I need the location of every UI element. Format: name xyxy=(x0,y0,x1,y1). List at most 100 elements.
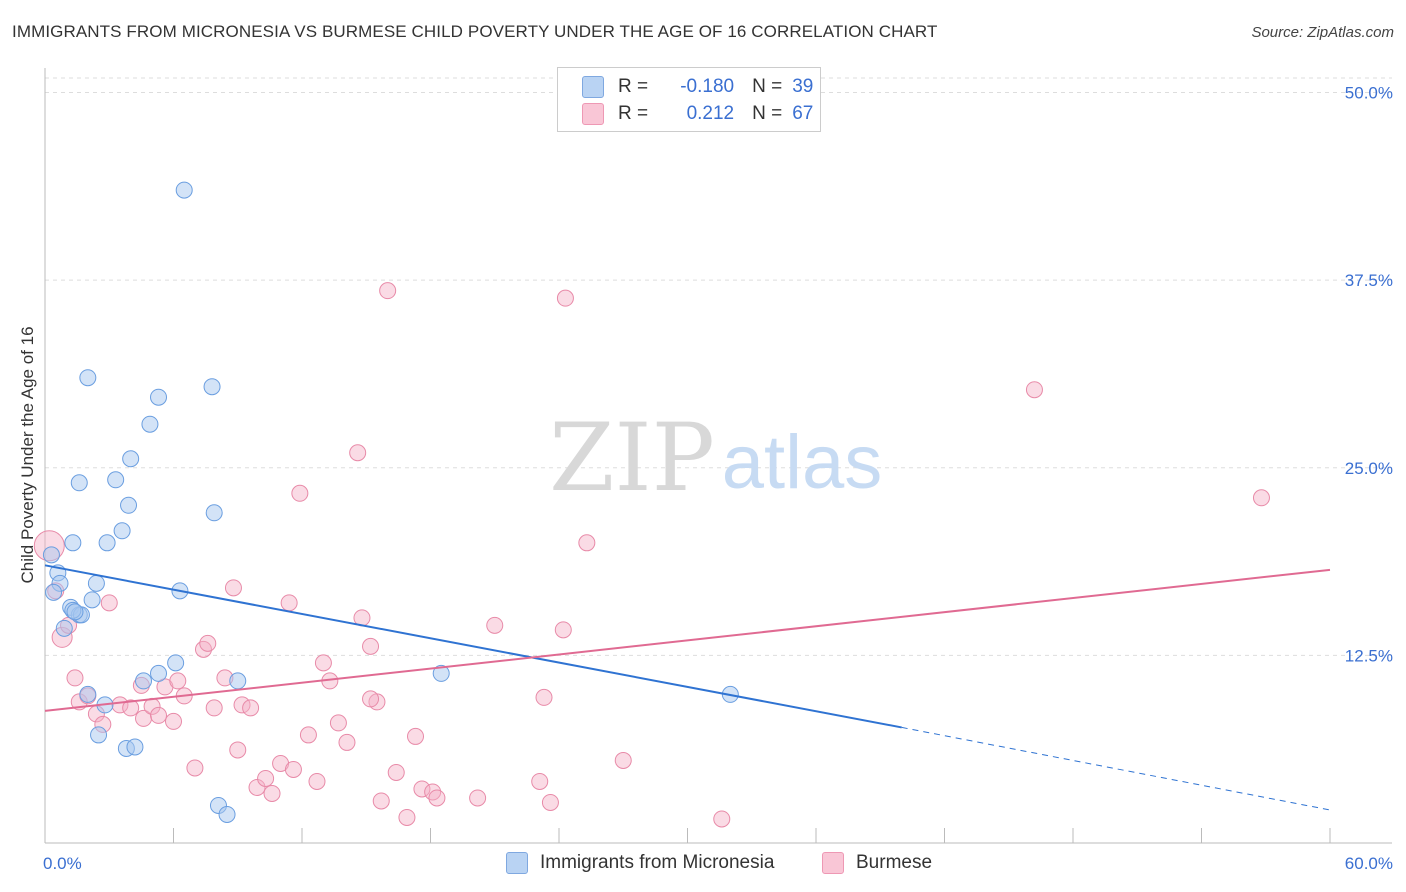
legend-row-micronesia: R = -0.180 N = 39 xyxy=(582,74,813,100)
legend-n-value-burmese: 67 xyxy=(792,103,814,124)
watermark-zip: ZIP xyxy=(549,404,715,513)
data-point-burmese xyxy=(284,760,302,778)
micronesia-points xyxy=(42,181,739,823)
data-point-burmese xyxy=(66,669,84,687)
source-credit: Source: ZipAtlas.com xyxy=(1251,24,1394,41)
data-point-burmese xyxy=(248,778,266,796)
data-point-burmese xyxy=(469,789,487,807)
data-point-micronesia xyxy=(79,369,97,387)
legend-item-micronesia[interactable]: Immigrants from Micronesia xyxy=(506,852,774,874)
data-point-burmese xyxy=(1252,489,1270,507)
y-tick-label: 50.0% xyxy=(1345,84,1393,103)
trend-line-micronesia-extrapolated xyxy=(901,726,1331,811)
correlation-legend: R = -0.180 N = 39 R = 0.212 N = 67 xyxy=(557,67,821,132)
legend-r-value-burmese: 0.212 xyxy=(686,103,735,124)
data-point-micronesia xyxy=(141,415,159,433)
data-point-burmese xyxy=(308,772,326,790)
data-point-micronesia xyxy=(79,685,97,703)
data-point-micronesia xyxy=(126,738,144,756)
data-point-burmese xyxy=(314,654,332,672)
data-point-burmese xyxy=(122,699,140,717)
data-point-micronesia xyxy=(64,534,82,552)
data-point-micronesia xyxy=(135,672,153,690)
data-point-burmese xyxy=(413,780,431,798)
legend-n-label: N = xyxy=(752,76,783,97)
legend-item-burmese[interactable]: Burmese xyxy=(822,852,932,874)
trend-lines xyxy=(44,564,1331,811)
data-point-burmese xyxy=(398,808,416,826)
data-point-micronesia xyxy=(70,474,88,492)
data-point-micronesia xyxy=(120,496,138,514)
data-point-burmese xyxy=(387,763,405,781)
trend-line-burmese xyxy=(44,568,1331,712)
legend-r-label: R = xyxy=(618,103,649,124)
data-point-burmese xyxy=(199,634,217,652)
x-tick-label: 0.0% xyxy=(43,854,82,873)
watermark-atlas: atlas xyxy=(722,420,883,505)
y-axis-label: Child Poverty Under the Age of 16 xyxy=(18,326,37,583)
legend-swatch-burmese xyxy=(582,103,604,125)
data-point-burmese xyxy=(713,810,731,828)
data-point-burmese xyxy=(291,484,309,502)
legend-r-label: R = xyxy=(618,76,649,97)
chart-title: IMMIGRANTS FROM MICRONESIA VS BURMESE CH… xyxy=(12,22,938,41)
data-point-burmese xyxy=(280,594,298,612)
data-point-micronesia xyxy=(45,583,63,601)
legend-n-label: N = xyxy=(752,103,783,124)
trend-line-micronesia xyxy=(44,564,902,729)
data-point-burmese xyxy=(556,289,574,307)
data-point-micronesia xyxy=(218,805,236,823)
data-point-burmese xyxy=(299,726,317,744)
data-point-micronesia xyxy=(432,664,450,682)
legend-swatch-burmese xyxy=(822,852,844,874)
data-point-micronesia xyxy=(150,388,168,406)
data-point-burmese xyxy=(169,672,187,690)
data-point-micronesia xyxy=(98,534,116,552)
burmese-points xyxy=(33,282,1270,828)
data-point-burmese xyxy=(407,727,425,745)
data-point-burmese xyxy=(100,594,118,612)
data-point-burmese xyxy=(338,733,356,751)
axes xyxy=(44,68,1392,844)
data-point-burmese xyxy=(424,783,442,801)
data-point-burmese xyxy=(531,772,549,790)
data-point-burmese xyxy=(349,444,367,462)
data-point-burmese xyxy=(614,751,632,769)
grid-lines xyxy=(45,77,1392,656)
data-point-burmese xyxy=(186,759,204,777)
series-legend: Immigrants from Micronesia Burmese xyxy=(0,852,1406,878)
data-point-burmese xyxy=(257,769,275,787)
data-point-micronesia xyxy=(175,181,193,199)
data-point-micronesia xyxy=(90,726,108,744)
legend-r-value-micronesia: -0.180 xyxy=(680,76,735,97)
y-tick-label: 37.5% xyxy=(1345,271,1393,290)
data-point-micronesia xyxy=(203,378,221,396)
data-point-micronesia xyxy=(167,654,185,672)
data-point-micronesia xyxy=(122,450,140,468)
legend-swatch-micronesia xyxy=(582,76,604,98)
tick-labels: 12.5% 25.0% 37.5% 50.0% 0.0% 60.0% xyxy=(43,84,1393,873)
data-point-burmese xyxy=(578,534,596,552)
data-point-burmese xyxy=(224,579,242,597)
data-point-burmese xyxy=(362,637,380,655)
data-point-micronesia xyxy=(42,546,60,564)
data-point-micronesia xyxy=(66,603,84,621)
data-point-burmese xyxy=(242,699,260,717)
data-point-burmese xyxy=(428,789,446,807)
y-tick-label: 12.5% xyxy=(1345,646,1393,665)
data-point-burmese xyxy=(535,688,553,706)
legend-label-burmese: Burmese xyxy=(856,852,933,873)
legend-n-value-micronesia: 39 xyxy=(792,76,814,97)
y-tick-label: 25.0% xyxy=(1345,459,1393,478)
data-point-micronesia xyxy=(87,574,105,592)
data-point-burmese xyxy=(1025,381,1043,399)
x-tick-label: 60.0% xyxy=(1345,854,1393,873)
data-point-micronesia xyxy=(150,664,168,682)
data-point-micronesia xyxy=(229,672,247,690)
data-point-burmese xyxy=(165,712,182,730)
data-point-burmese xyxy=(541,793,559,811)
data-point-burmese xyxy=(263,784,281,802)
legend-row-burmese: R = 0.212 N = 67 xyxy=(582,101,813,127)
legend-label-micronesia: Immigrants from Micronesia xyxy=(540,852,775,873)
